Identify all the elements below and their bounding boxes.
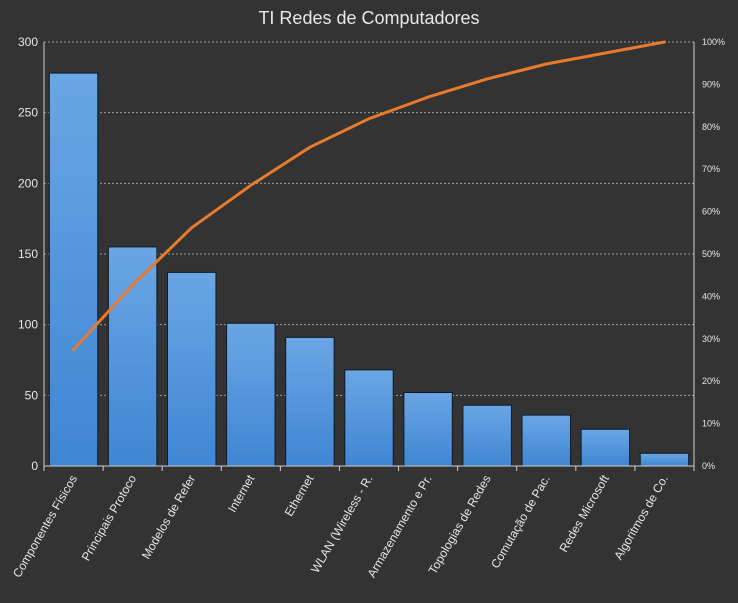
x-tick-label: Componentes Físicos xyxy=(10,473,80,581)
chart-title: TI Redes de Computadores xyxy=(258,8,479,28)
x-tick-label: WLAN (Wireless - R. xyxy=(308,473,375,576)
y-tick-label: 250 xyxy=(18,106,38,120)
y2-tick-label: 0% xyxy=(702,461,715,471)
bar xyxy=(48,72,99,467)
y2-tick-label: 70% xyxy=(702,164,720,174)
bar xyxy=(462,404,512,467)
bar xyxy=(344,369,394,467)
bar xyxy=(580,428,631,467)
y-tick-label: 150 xyxy=(18,247,38,261)
bar xyxy=(167,271,217,467)
x-tick-label: Algoritmos de Co. xyxy=(611,473,671,563)
x-tick-label: Comutação de Pac. xyxy=(488,473,553,571)
cumulative-percent-line xyxy=(72,40,666,352)
y2-tick-label: 20% xyxy=(702,376,720,386)
bar xyxy=(285,336,335,467)
x-tick-label: Armazenamento e Pr. xyxy=(365,473,435,581)
y2-tick-label: 60% xyxy=(702,207,720,217)
y2-tick-label: 80% xyxy=(702,122,720,132)
bar xyxy=(639,452,690,467)
y-tick-label: 300 xyxy=(18,35,38,49)
y2-tick-label: 100% xyxy=(702,37,725,47)
x-tick-label: Redes Microsoft xyxy=(556,472,612,555)
x-tick-label: Principais Protoco xyxy=(79,472,140,563)
bar xyxy=(226,322,276,467)
y2-tick-label: 50% xyxy=(702,249,720,259)
bar xyxy=(107,246,158,467)
x-tick-label: Modelos de Refer xyxy=(139,472,198,561)
x-tick-label: Internet xyxy=(225,472,258,515)
y2-tick-label: 90% xyxy=(702,79,720,89)
y-tick-label: 50 xyxy=(25,388,39,402)
x-tick-label: Ethernet xyxy=(282,472,317,519)
bar xyxy=(521,414,572,467)
y-tick-label: 100 xyxy=(18,318,38,332)
y2-tick-label: 40% xyxy=(702,291,720,301)
y-tick-label: 0 xyxy=(31,459,38,473)
bar-layer xyxy=(48,72,690,467)
cumulative-line-layer xyxy=(72,40,666,352)
y2-tick-label: 10% xyxy=(702,419,720,429)
bar xyxy=(403,392,453,467)
y2-tick-label: 30% xyxy=(702,334,720,344)
y-tick-label: 200 xyxy=(18,176,38,190)
x-tick-label: Topologias de Redes xyxy=(426,473,494,577)
